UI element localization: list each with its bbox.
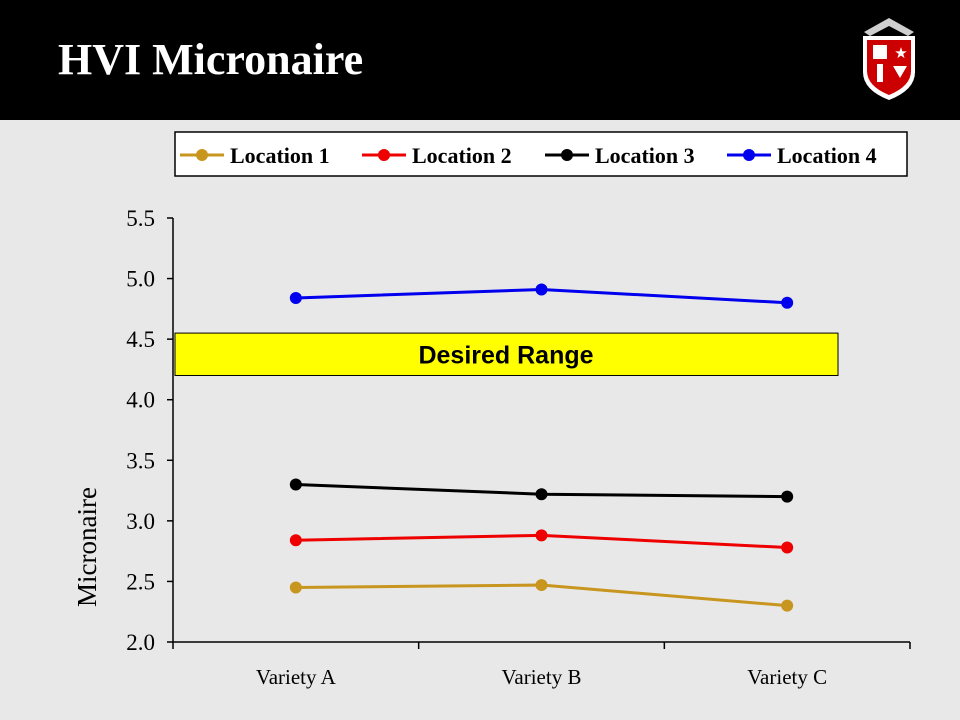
- y-tick-label: 2.5: [126, 569, 155, 594]
- legend-label: Location 4: [777, 143, 877, 168]
- axes: 2.0 2.5 3.0 3.5 4.0 4.5 5.0 5.5 Variety A Variety…: [126, 206, 911, 689]
- data-point: [781, 599, 794, 612]
- legend: Location 1 Location 2 Location 3 Location 4: [174, 131, 908, 177]
- legend-label: Location 1: [230, 143, 330, 168]
- data-point: [781, 490, 794, 503]
- key-icon: [877, 64, 883, 82]
- university-shield-logo: ★: [863, 18, 915, 100]
- data-point: [535, 283, 548, 296]
- data-point: [535, 529, 548, 542]
- slide-title: HVI Micronaire: [58, 35, 364, 84]
- desired-range-band: Desired Range: [174, 332, 839, 376]
- x-category-label: Variety B: [502, 665, 582, 689]
- y-tick-label: 5.0: [126, 267, 155, 292]
- y-tick-label: 5.5: [126, 206, 155, 231]
- data-point: [289, 581, 302, 594]
- star-icon: ★: [894, 44, 907, 62]
- desired-range-box: [174, 332, 839, 376]
- legend-label: Location 3: [595, 143, 695, 168]
- legend-box: [174, 131, 908, 177]
- legend-label: Location 2: [412, 143, 512, 168]
- series-location-2: [289, 529, 794, 554]
- data-point: [289, 534, 302, 547]
- series-location-4: [289, 283, 794, 309]
- title-bar: HVI Micronaire ★: [0, 0, 960, 120]
- series-location-1: [289, 579, 794, 612]
- legend-swatch-marker: [196, 149, 208, 161]
- x-category-label: Variety A: [256, 665, 337, 689]
- book-icon: [873, 45, 887, 59]
- y-tick-label: 3.5: [126, 448, 155, 473]
- data-point: [289, 291, 302, 304]
- data-point: [781, 541, 794, 554]
- y-tick-label: 4.0: [126, 388, 155, 413]
- y-tick-label: 4.5: [126, 327, 155, 352]
- data-point: [781, 296, 794, 309]
- desired-range-label: Desired Range: [418, 341, 593, 369]
- data-point: [535, 488, 548, 501]
- eagle-icon: [864, 18, 914, 36]
- y-axis-title: Micronaire: [72, 487, 102, 607]
- legend-swatch-marker: [743, 149, 755, 161]
- data-point: [535, 579, 548, 592]
- y-tick-label: 3.0: [126, 509, 155, 534]
- legend-swatch-marker: [378, 149, 390, 161]
- y-tick-label: 2.0: [126, 630, 155, 655]
- data-point: [289, 478, 302, 491]
- series-location-3: [289, 478, 794, 503]
- legend-swatch-marker: [561, 149, 573, 161]
- x-category-label: Variety C: [747, 665, 827, 689]
- series-layer: [289, 283, 794, 612]
- line-chart: Location 1 Location 2 Location 3 Location 4…: [72, 131, 911, 689]
- lamp-icon: [893, 66, 907, 78]
